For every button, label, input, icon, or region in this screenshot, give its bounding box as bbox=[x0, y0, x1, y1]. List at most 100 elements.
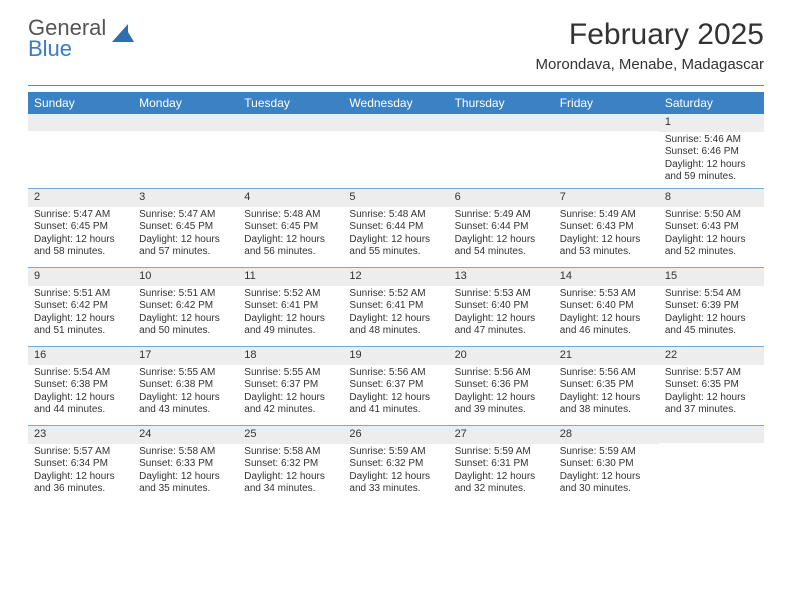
day-cell: 2Sunrise: 5:47 AMSunset: 6:45 PMDaylight… bbox=[28, 189, 133, 267]
daylight-text: Daylight: 12 hours and 52 minutes. bbox=[665, 234, 758, 259]
sunrise-text: Sunrise: 5:51 AM bbox=[34, 288, 127, 301]
day-number: 12 bbox=[343, 268, 448, 286]
daylight-text: Daylight: 12 hours and 55 minutes. bbox=[349, 234, 442, 259]
sunset-text: Sunset: 6:42 PM bbox=[139, 300, 232, 313]
sunset-text: Sunset: 6:44 PM bbox=[349, 221, 442, 234]
day-number: 28 bbox=[554, 426, 659, 444]
empty-cell bbox=[449, 114, 554, 188]
sail-icon bbox=[110, 22, 136, 53]
sunrise-text: Sunrise: 5:58 AM bbox=[244, 446, 337, 459]
sunrise-text: Sunrise: 5:59 AM bbox=[455, 446, 548, 459]
day-details: Sunrise: 5:56 AMSunset: 6:37 PMDaylight:… bbox=[343, 365, 448, 421]
day-details: Sunrise: 5:52 AMSunset: 6:41 PMDaylight:… bbox=[238, 286, 343, 342]
day-details: Sunrise: 5:50 AMSunset: 6:43 PMDaylight:… bbox=[659, 207, 764, 263]
sunrise-text: Sunrise: 5:55 AM bbox=[244, 367, 337, 380]
header-divider bbox=[28, 85, 764, 86]
day-cell: 12Sunrise: 5:52 AMSunset: 6:41 PMDayligh… bbox=[343, 268, 448, 346]
day-cell: 6Sunrise: 5:49 AMSunset: 6:44 PMDaylight… bbox=[449, 189, 554, 267]
day-number: 21 bbox=[554, 347, 659, 365]
day-cell: 13Sunrise: 5:53 AMSunset: 6:40 PMDayligh… bbox=[449, 268, 554, 346]
day-cell: 11Sunrise: 5:52 AMSunset: 6:41 PMDayligh… bbox=[238, 268, 343, 346]
sunrise-text: Sunrise: 5:49 AM bbox=[455, 209, 548, 222]
sunset-text: Sunset: 6:46 PM bbox=[665, 146, 758, 159]
day-details: Sunrise: 5:55 AMSunset: 6:38 PMDaylight:… bbox=[133, 365, 238, 421]
sunset-text: Sunset: 6:31 PM bbox=[455, 458, 548, 471]
week-row: 2Sunrise: 5:47 AMSunset: 6:45 PMDaylight… bbox=[28, 188, 764, 267]
sunset-text: Sunset: 6:45 PM bbox=[34, 221, 127, 234]
day-details: Sunrise: 5:54 AMSunset: 6:38 PMDaylight:… bbox=[28, 365, 133, 421]
daylight-text: Daylight: 12 hours and 47 minutes. bbox=[455, 313, 548, 338]
day-number: 15 bbox=[659, 268, 764, 286]
sunrise-text: Sunrise: 5:52 AM bbox=[349, 288, 442, 301]
daylight-text: Daylight: 12 hours and 33 minutes. bbox=[349, 471, 442, 496]
daylight-text: Daylight: 12 hours and 30 minutes. bbox=[560, 471, 653, 496]
sunset-text: Sunset: 6:32 PM bbox=[349, 458, 442, 471]
day-cell: 27Sunrise: 5:59 AMSunset: 6:31 PMDayligh… bbox=[449, 426, 554, 504]
sunset-text: Sunset: 6:38 PM bbox=[34, 379, 127, 392]
day-details: Sunrise: 5:56 AMSunset: 6:36 PMDaylight:… bbox=[449, 365, 554, 421]
daylight-text: Daylight: 12 hours and 35 minutes. bbox=[139, 471, 232, 496]
day-details: Sunrise: 5:59 AMSunset: 6:31 PMDaylight:… bbox=[449, 444, 554, 500]
daylight-text: Daylight: 12 hours and 45 minutes. bbox=[665, 313, 758, 338]
day-details: Sunrise: 5:47 AMSunset: 6:45 PMDaylight:… bbox=[133, 207, 238, 263]
sunset-text: Sunset: 6:36 PM bbox=[455, 379, 548, 392]
sunset-text: Sunset: 6:35 PM bbox=[560, 379, 653, 392]
day-cell: 15Sunrise: 5:54 AMSunset: 6:39 PMDayligh… bbox=[659, 268, 764, 346]
day-details: Sunrise: 5:53 AMSunset: 6:40 PMDaylight:… bbox=[554, 286, 659, 342]
sunset-text: Sunset: 6:35 PM bbox=[665, 379, 758, 392]
day-cell: 9Sunrise: 5:51 AMSunset: 6:42 PMDaylight… bbox=[28, 268, 133, 346]
title-block: February 2025 Morondava, Menabe, Madagas… bbox=[536, 18, 764, 73]
sunrise-text: Sunrise: 5:53 AM bbox=[455, 288, 548, 301]
day-cell: 5Sunrise: 5:48 AMSunset: 6:44 PMDaylight… bbox=[343, 189, 448, 267]
day-details: Sunrise: 5:52 AMSunset: 6:41 PMDaylight:… bbox=[343, 286, 448, 342]
day-number: 25 bbox=[238, 426, 343, 444]
daylight-text: Daylight: 12 hours and 34 minutes. bbox=[244, 471, 337, 496]
day-number: 23 bbox=[28, 426, 133, 444]
day-cell: 19Sunrise: 5:56 AMSunset: 6:37 PMDayligh… bbox=[343, 347, 448, 425]
daylight-text: Daylight: 12 hours and 48 minutes. bbox=[349, 313, 442, 338]
day-number: 18 bbox=[238, 347, 343, 365]
day-details: Sunrise: 5:53 AMSunset: 6:40 PMDaylight:… bbox=[449, 286, 554, 342]
week-row: 1Sunrise: 5:46 AMSunset: 6:46 PMDaylight… bbox=[28, 114, 764, 188]
daylight-text: Daylight: 12 hours and 38 minutes. bbox=[560, 392, 653, 417]
day-number: 26 bbox=[343, 426, 448, 444]
sunrise-text: Sunrise: 5:48 AM bbox=[349, 209, 442, 222]
location-text: Morondava, Menabe, Madagascar bbox=[536, 56, 764, 73]
sunset-text: Sunset: 6:42 PM bbox=[34, 300, 127, 313]
day-number: 7 bbox=[554, 189, 659, 207]
logo: General Blue bbox=[28, 18, 136, 60]
day-number: 4 bbox=[238, 189, 343, 207]
weekday-label: Sunday bbox=[28, 92, 133, 114]
day-details: Sunrise: 5:58 AMSunset: 6:32 PMDaylight:… bbox=[238, 444, 343, 500]
day-cell: 1Sunrise: 5:46 AMSunset: 6:46 PMDaylight… bbox=[659, 114, 764, 188]
sunset-text: Sunset: 6:34 PM bbox=[34, 458, 127, 471]
daylight-text: Daylight: 12 hours and 41 minutes. bbox=[349, 392, 442, 417]
day-details: Sunrise: 5:51 AMSunset: 6:42 PMDaylight:… bbox=[133, 286, 238, 342]
daylight-text: Daylight: 12 hours and 44 minutes. bbox=[34, 392, 127, 417]
day-number: 24 bbox=[133, 426, 238, 444]
sunrise-text: Sunrise: 5:53 AM bbox=[560, 288, 653, 301]
day-cell: 7Sunrise: 5:49 AMSunset: 6:43 PMDaylight… bbox=[554, 189, 659, 267]
logo-text: General Blue bbox=[28, 18, 106, 60]
day-number: 8 bbox=[659, 189, 764, 207]
day-cell: 16Sunrise: 5:54 AMSunset: 6:38 PMDayligh… bbox=[28, 347, 133, 425]
day-cell: 4Sunrise: 5:48 AMSunset: 6:45 PMDaylight… bbox=[238, 189, 343, 267]
sunrise-text: Sunrise: 5:47 AM bbox=[34, 209, 127, 222]
day-details: Sunrise: 5:56 AMSunset: 6:35 PMDaylight:… bbox=[554, 365, 659, 421]
day-number: 10 bbox=[133, 268, 238, 286]
day-number: 20 bbox=[449, 347, 554, 365]
sunrise-text: Sunrise: 5:50 AM bbox=[665, 209, 758, 222]
sunrise-text: Sunrise: 5:52 AM bbox=[244, 288, 337, 301]
day-number bbox=[238, 114, 343, 131]
day-details: Sunrise: 5:48 AMSunset: 6:45 PMDaylight:… bbox=[238, 207, 343, 263]
calendar: SundayMondayTuesdayWednesdayThursdayFrid… bbox=[28, 92, 764, 504]
sunrise-text: Sunrise: 5:46 AM bbox=[665, 134, 758, 147]
empty-cell bbox=[238, 114, 343, 188]
sunrise-text: Sunrise: 5:57 AM bbox=[34, 446, 127, 459]
daylight-text: Daylight: 12 hours and 50 minutes. bbox=[139, 313, 232, 338]
day-number: 13 bbox=[449, 268, 554, 286]
day-cell: 18Sunrise: 5:55 AMSunset: 6:37 PMDayligh… bbox=[238, 347, 343, 425]
day-number bbox=[554, 114, 659, 131]
day-cell: 10Sunrise: 5:51 AMSunset: 6:42 PMDayligh… bbox=[133, 268, 238, 346]
daylight-text: Daylight: 12 hours and 42 minutes. bbox=[244, 392, 337, 417]
